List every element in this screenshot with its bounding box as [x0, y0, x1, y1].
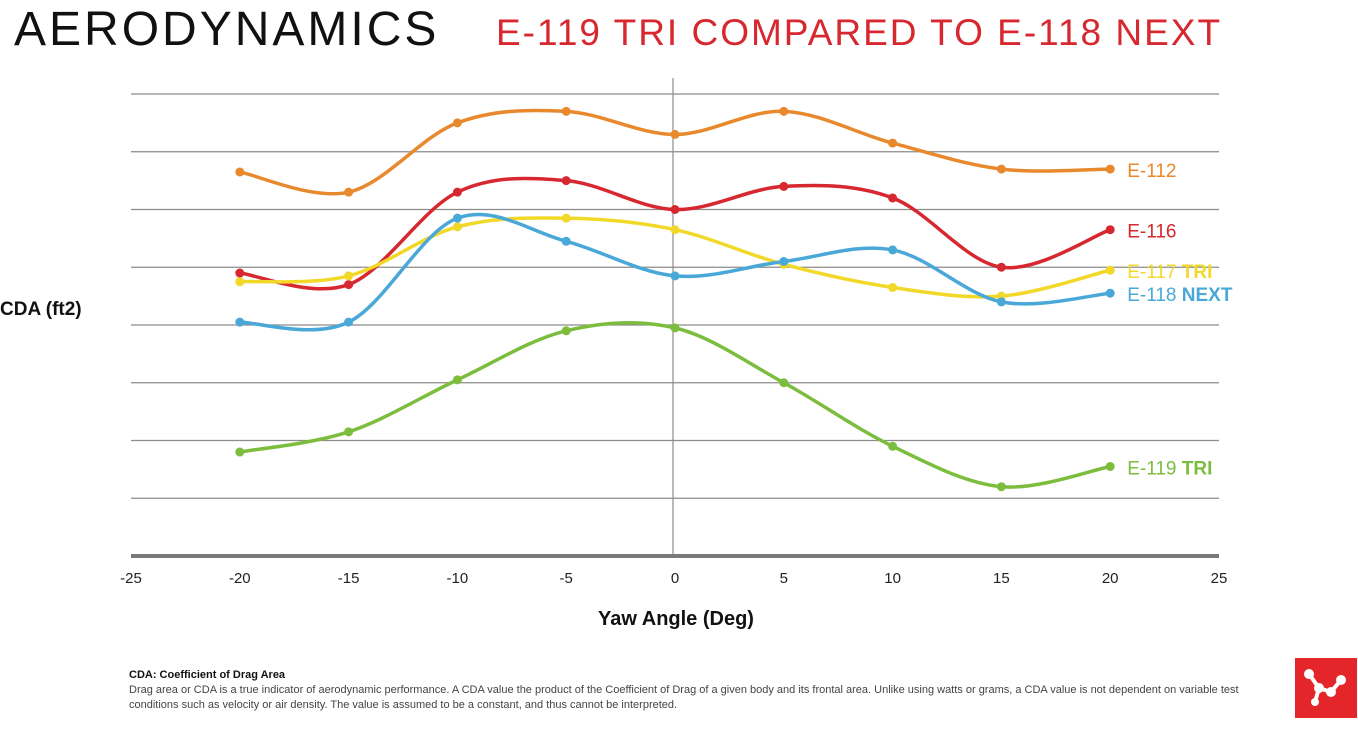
data-point [235, 447, 245, 457]
title-main: AERODYNAMICS [14, 3, 439, 56]
data-point [996, 262, 1006, 272]
series-label-variant: TRI [1182, 262, 1213, 283]
x-tick-label: 10 [884, 570, 901, 587]
data-point [452, 222, 462, 232]
data-point [344, 427, 354, 437]
series-label-name: E-116 [1127, 222, 1176, 243]
data-point [561, 236, 571, 246]
series-label: E-118 NEXT [1127, 285, 1233, 306]
data-point [1105, 225, 1115, 235]
series-label-variant: NEXT [1182, 285, 1233, 306]
x-tick-label: 5 [780, 570, 788, 587]
data-point [235, 167, 245, 177]
series-label: E-112 [1127, 161, 1176, 182]
data-point [452, 118, 462, 128]
footnote-title: CDA: Coefficient of Drag Area [129, 669, 286, 681]
x-tick-label: 20 [1102, 570, 1119, 587]
x-tick-label: 15 [993, 570, 1010, 587]
data-point [1105, 265, 1115, 275]
x-tick-label: -15 [338, 570, 360, 587]
series-label-name: E-119 [1127, 458, 1182, 479]
data-point [779, 256, 789, 266]
data-point [670, 271, 680, 281]
title-sub: E-119 TRI COMPARED TO E-118 NEXT [496, 12, 1222, 53]
data-point [344, 280, 354, 290]
data-point [779, 378, 789, 388]
data-point [888, 138, 898, 148]
x-tick-label: -10 [447, 570, 469, 587]
x-tick-label: -25 [120, 570, 142, 587]
footnote: CDA: Coefficient of Drag Area Drag area … [129, 669, 1259, 713]
data-point [344, 271, 354, 281]
footnote-text: Drag area or CDA is a true indicator of … [129, 684, 1239, 711]
data-point [670, 205, 680, 214]
data-point [452, 187, 462, 197]
data-point [1105, 461, 1115, 471]
data-point [996, 482, 1006, 492]
data-point [452, 213, 462, 223]
series-label: E-119 TRI [1127, 458, 1212, 479]
data-point [670, 225, 680, 235]
data-point [779, 181, 789, 191]
x-axis-label: Yaw Angle (Deg) [598, 608, 754, 630]
x-tick-label: 25 [1211, 570, 1228, 587]
x-tick-label: -20 [229, 570, 251, 587]
data-point [561, 213, 571, 223]
data-point [235, 277, 245, 287]
y-axis-label: CDA (ft2) [0, 299, 82, 320]
data-point [235, 268, 245, 278]
data-point [779, 106, 789, 116]
data-point [670, 323, 680, 333]
data-point [561, 106, 571, 116]
data-point [1105, 288, 1115, 298]
series-label-name: E-112 [1127, 161, 1176, 182]
data-point [1105, 164, 1115, 174]
data-point [561, 326, 571, 336]
x-tick-labels: -25 -20 -15 -10 -5 0 5 10 15 20 25 [120, 570, 1227, 587]
data-point [344, 187, 354, 197]
data-point [888, 245, 898, 255]
x-tick-label: 0 [671, 570, 679, 587]
brand-logo [1295, 658, 1357, 718]
series-label-name: E-117 [1127, 262, 1182, 283]
data-point [561, 176, 571, 186]
series-lines [238, 108, 1112, 489]
data-point [888, 193, 898, 203]
grid-lines [131, 93, 1219, 499]
data-point [888, 441, 898, 451]
molecule-icon [1304, 669, 1346, 706]
data-point [344, 317, 354, 327]
chart: AERODYNAMICS E-119 TRI COMPARED TO E-118… [0, 3, 1233, 630]
series-label-variant: TRI [1182, 458, 1213, 479]
data-point [996, 297, 1006, 307]
data-point [452, 375, 462, 385]
x-tick-label: -5 [560, 570, 573, 587]
series-points [235, 106, 1115, 492]
series-label: E-117 TRI [1127, 262, 1212, 283]
data-point [888, 282, 898, 292]
data-point [235, 317, 245, 327]
series-label-name: E-118 [1127, 285, 1182, 306]
series-label: E-116 [1127, 222, 1176, 243]
series-line [238, 320, 1112, 489]
data-point [996, 164, 1006, 174]
data-point [670, 129, 680, 139]
